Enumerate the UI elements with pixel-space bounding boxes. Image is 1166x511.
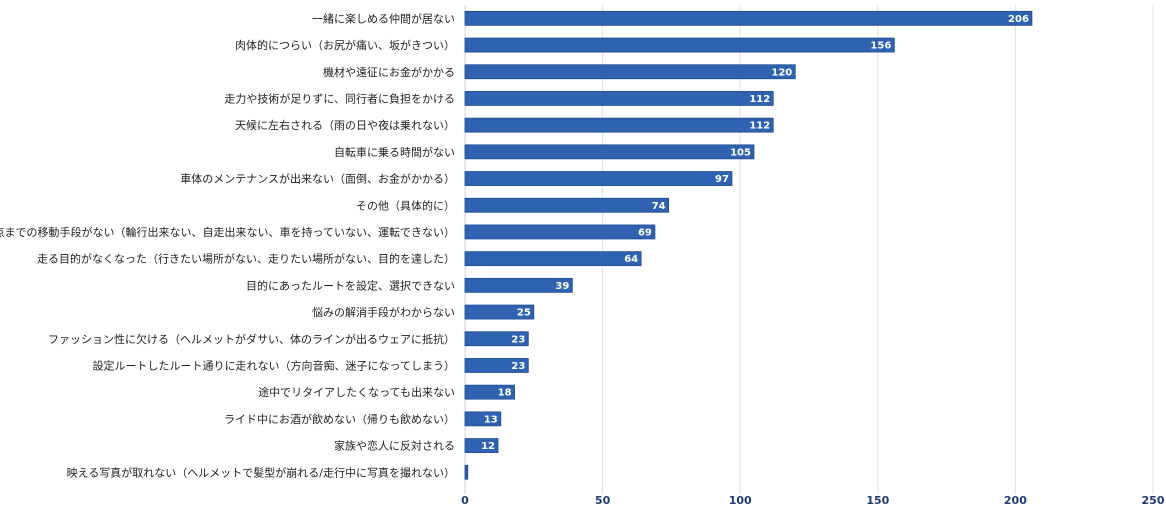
bar [464, 304, 535, 320]
data-label: 64 [624, 254, 638, 265]
data-label: 112 [749, 121, 770, 132]
category-label: 途中でリタイアしたくなっても出来ない [258, 385, 455, 399]
bar [464, 331, 529, 347]
gridlines [464, 5, 1154, 494]
data-label: 206 [1008, 14, 1029, 25]
bar [464, 171, 733, 186]
data-label: 156 [870, 41, 891, 52]
category-label: 悩みの解消手段がわからない [312, 305, 455, 319]
category-label: 天候に左右される（雨の日や夜は乗れない） [235, 118, 455, 132]
bar [464, 251, 642, 267]
category-label: その他（具体的に） [356, 198, 455, 212]
data-label: 12 [481, 441, 495, 452]
bar [464, 91, 774, 106]
data-label: 112 [749, 94, 770, 105]
bar [464, 438, 499, 453]
category-label: 目的にあったルートを設定、選択できない [246, 278, 455, 292]
category-label: ライド中にお酒が飲めない（帰りも飲めない） [224, 412, 455, 426]
category-label: スタート地点までの移動手段がない（輪行出来ない、自走出来ない、車を持っていない、… [0, 225, 455, 239]
category-label: 走る目的がなくなった（行きたい場所がない、走りたい場所がない、目的を達した） [37, 252, 455, 266]
category-label: 自転車に乗る時間がない [334, 145, 455, 159]
bar [464, 144, 755, 160]
data-label: 25 [517, 308, 531, 319]
data-label: 69 [638, 227, 652, 238]
bar [464, 37, 895, 53]
bar [464, 64, 796, 80]
bar [464, 411, 502, 427]
data-label: 39 [555, 281, 569, 292]
category-label: 機材や遠征にお金がかかる [323, 65, 455, 79]
category-label: ファッション性に欠ける（ヘルメットがダサい、体のラインが出るウェアに抵抗） [48, 332, 455, 346]
data-label: 23 [511, 334, 525, 345]
x-tick-label: 150 [866, 494, 889, 507]
x-tick-label: 100 [729, 494, 752, 507]
x-tick-label: 50 [595, 494, 611, 507]
category-label: 走力や技術が足りずに、同行者に負担をかける [224, 91, 455, 105]
category-label: 一緒に楽しめる仲間が居ない [312, 11, 455, 25]
x-tick-label: 200 [1004, 494, 1027, 507]
bar [464, 358, 529, 373]
bar [464, 10, 1033, 26]
category-label: 家族や恋人に反対される [334, 439, 455, 453]
x-tick-label: 250 [1142, 494, 1165, 507]
data-label: 23 [511, 361, 525, 372]
bars: 206 156 120 112 112 105 97 74 69 64 39 25 23 23 18 13 12 [464, 10, 1033, 480]
bar [464, 464, 469, 480]
bar [464, 197, 670, 213]
x-tick-label: 0 [461, 494, 469, 507]
bar [464, 277, 573, 293]
bar [464, 384, 515, 400]
category-label: 設定ルートしたルート通りに走れない（方向音痴、迷子になってしまう） [93, 358, 455, 372]
x-axis-ticks: 0 50 100 150 200 250 [461, 494, 1165, 507]
data-label: 97 [715, 174, 729, 185]
data-label: 105 [730, 147, 751, 158]
data-label: 74 [652, 201, 666, 212]
data-label: 13 [484, 414, 498, 425]
category-label: 車体のメンテナンスが出来ない（面倒、お金がかかる） [180, 172, 455, 186]
bar [464, 224, 656, 240]
category-label: 肉体的につらい（お尻が痛い、坂がきつい） [235, 38, 455, 52]
data-label: 120 [771, 67, 792, 78]
category-label: 映える写真が取れない（ヘルメットで髪型が崩れる/走行中に写真を撮れない） [67, 465, 455, 479]
data-label: 18 [498, 388, 512, 399]
bar [464, 117, 774, 133]
